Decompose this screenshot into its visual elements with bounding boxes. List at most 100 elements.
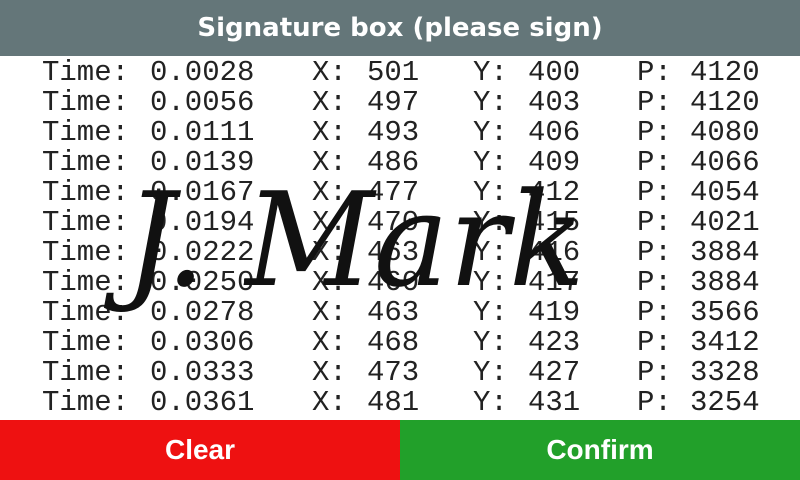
y-label: Y:: [473, 206, 508, 239]
p-label: P:: [637, 146, 672, 179]
pressure-value: 4021: [690, 206, 760, 239]
p-label: P:: [637, 56, 672, 89]
y-value: 406: [528, 116, 581, 149]
time-value: 0.0111: [150, 116, 255, 149]
sample-row: Time: 0.0361 X: 481 Y: 431 P: 3254: [0, 388, 800, 418]
p-label: P:: [637, 326, 672, 359]
time-label: Time:: [42, 56, 130, 89]
time-value: 0.0194: [150, 206, 255, 239]
x-value: 470: [367, 206, 420, 239]
time-value: 0.0056: [150, 86, 255, 119]
y-label: Y:: [473, 176, 508, 209]
y-label: Y:: [473, 86, 508, 119]
signature-text: J. Mark: [104, 164, 585, 316]
page-title: Signature box (please sign): [197, 13, 603, 43]
x-value: 481: [367, 386, 420, 419]
y-label: Y:: [473, 146, 508, 179]
x-label: X:: [312, 86, 347, 119]
x-value: 486: [367, 146, 420, 179]
x-label: X:: [312, 146, 347, 179]
sample-row: Time: 0.0222 X: 463 Y: 416 P: 3884: [0, 238, 800, 268]
y-label: Y:: [473, 386, 508, 419]
pressure-value: 3884: [690, 236, 760, 269]
sample-row: Time: 0.0194 X: 470 Y: 415 P: 4021: [0, 208, 800, 238]
time-value: 0.0333: [150, 356, 255, 389]
pressure-value: 4080: [690, 116, 760, 149]
title-bar: Signature box (please sign): [0, 0, 800, 56]
p-label: P:: [637, 86, 672, 119]
x-label: X:: [312, 56, 347, 89]
time-value: 0.0167: [150, 176, 255, 209]
time-label: Time:: [42, 356, 130, 389]
time-label: Time:: [42, 296, 130, 329]
signature-canvas[interactable]: J. Mark: [0, 56, 800, 420]
time-label: Time:: [42, 86, 130, 119]
time-value: 0.0028: [150, 56, 255, 89]
confirm-button[interactable]: Confirm: [400, 420, 800, 480]
x-label: X:: [312, 176, 347, 209]
time-label: Time:: [42, 116, 130, 149]
p-label: P:: [637, 266, 672, 299]
time-value: 0.0306: [150, 326, 255, 359]
x-value: 497: [367, 86, 420, 119]
y-label: Y:: [473, 326, 508, 359]
pressure-value: 3412: [690, 326, 760, 359]
x-value: 501: [367, 56, 420, 89]
time-label: Time:: [42, 266, 130, 299]
time-label: Time:: [42, 206, 130, 239]
y-value: 409: [528, 146, 581, 179]
sample-row: Time: 0.0333 X: 473 Y: 427 P: 3328: [0, 358, 800, 388]
y-value: 415: [528, 206, 581, 239]
x-value: 460: [367, 266, 420, 299]
sample-row: Time: 0.0056 X: 497 Y: 403 P: 4120: [0, 88, 800, 118]
p-label: P:: [637, 116, 672, 149]
x-label: X:: [312, 326, 347, 359]
x-value: 468: [367, 326, 420, 359]
x-value: 463: [367, 296, 420, 329]
y-value: 416: [528, 236, 581, 269]
x-label: X:: [312, 356, 347, 389]
pressure-value: 3254: [690, 386, 760, 419]
time-value: 0.0250: [150, 266, 255, 299]
pressure-value: 4120: [690, 56, 760, 89]
sample-row: Time: 0.0278 X: 463 Y: 419 P: 3566: [0, 298, 800, 328]
x-value: 463: [367, 236, 420, 269]
p-label: P:: [637, 386, 672, 419]
pressure-value: 4054: [690, 176, 760, 209]
p-label: P:: [637, 236, 672, 269]
pressure-value: 3884: [690, 266, 760, 299]
time-value: 0.0222: [150, 236, 255, 269]
pressure-value: 3566: [690, 296, 760, 329]
y-value: 412: [528, 176, 581, 209]
x-value: 473: [367, 356, 420, 389]
y-value: 403: [528, 86, 581, 119]
sample-row: Time: 0.0250 X: 460 Y: 417 P: 3884: [0, 268, 800, 298]
x-label: X:: [312, 206, 347, 239]
pressure-value: 3328: [690, 356, 760, 389]
p-label: P:: [637, 356, 672, 389]
x-label: X:: [312, 116, 347, 149]
y-value: 400: [528, 56, 581, 89]
x-label: X:: [312, 296, 347, 329]
p-label: P:: [637, 176, 672, 209]
y-value: 427: [528, 356, 581, 389]
pressure-value: 4120: [690, 86, 760, 119]
clear-button[interactable]: Clear: [0, 420, 400, 480]
y-label: Y:: [473, 356, 508, 389]
y-value: 419: [528, 296, 581, 329]
time-value: 0.0139: [150, 146, 255, 179]
x-value: 477: [367, 176, 420, 209]
x-label: X:: [312, 386, 347, 419]
time-value: 0.0361: [150, 386, 255, 419]
x-value: 493: [367, 116, 420, 149]
sample-row: Time: 0.0028 X: 501 Y: 400 P: 4120: [0, 58, 800, 88]
sample-log: Time: 0.0028 X: 501 Y: 400 P: 4120 Time: 0.0056 X:…: [0, 56, 800, 420]
y-label: Y:: [473, 296, 508, 329]
sample-row: Time: 0.0111 X: 493 Y: 406 P: 4080: [0, 118, 800, 148]
x-label: X:: [312, 236, 347, 269]
pressure-value: 4066: [690, 146, 760, 179]
time-label: Time:: [42, 236, 130, 269]
y-label: Y:: [473, 116, 508, 149]
x-label: X:: [312, 266, 347, 299]
sample-row: Time: 0.0306 X: 468 Y: 423 P: 3412: [0, 328, 800, 358]
